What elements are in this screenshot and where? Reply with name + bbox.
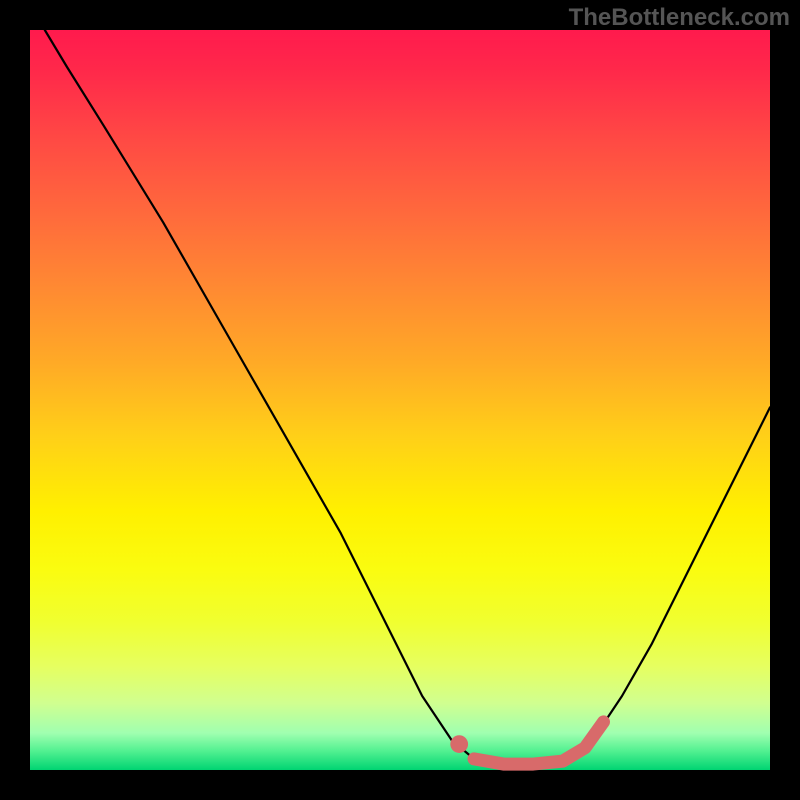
watermark-text: TheBottleneck.com — [569, 4, 790, 32]
chart-frame: TheBottleneck.com — [0, 0, 800, 800]
bottleneck-curve-chart — [0, 0, 800, 800]
highlight-marker — [450, 735, 468, 753]
plot-background — [30, 30, 770, 770]
